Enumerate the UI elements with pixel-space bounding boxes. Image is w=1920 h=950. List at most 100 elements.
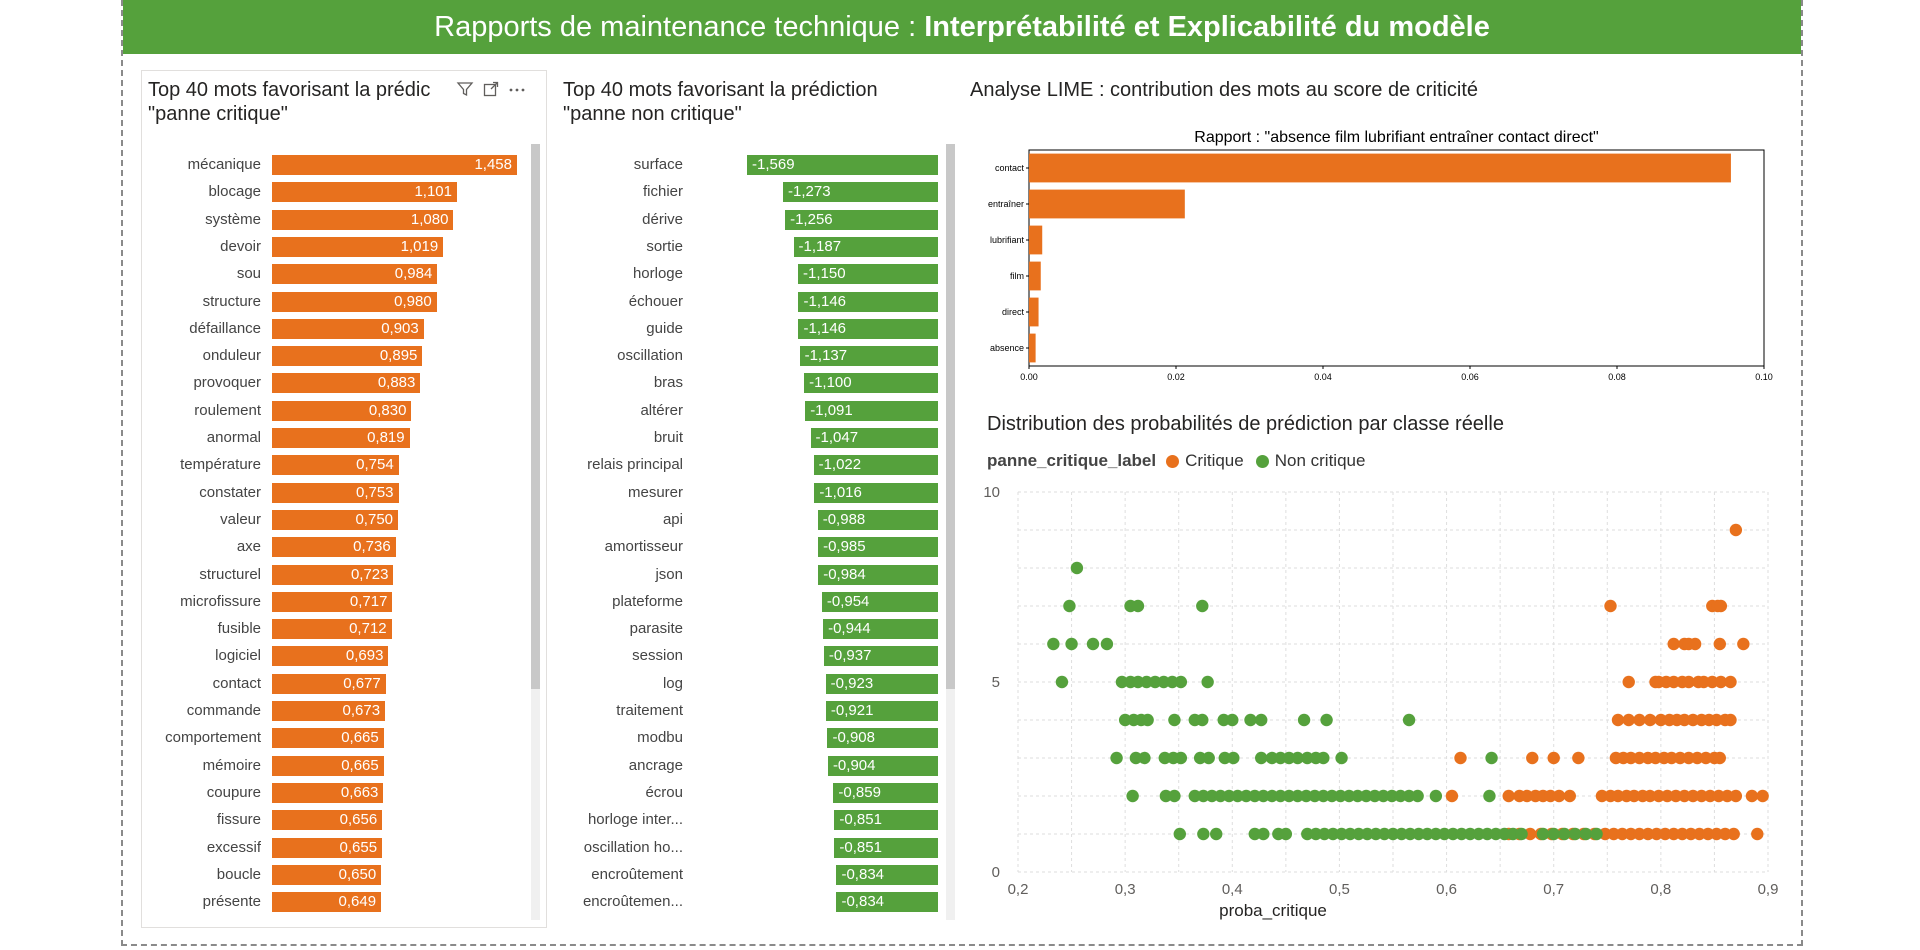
bar-category-label: log	[662, 674, 683, 692]
noncritique-point	[1411, 789, 1424, 803]
legend-noncritique-marker	[1255, 454, 1269, 468]
noncritique-point	[1159, 789, 1173, 803]
critical-words-scroll-thumb[interactable]	[531, 144, 540, 689]
bar-category-label: axe	[236, 538, 261, 556]
more-options-icon[interactable]	[508, 80, 526, 98]
critique-point	[1695, 789, 1708, 803]
critique-point	[1699, 751, 1713, 765]
bar	[814, 482, 938, 503]
bar-category-label: ancrage	[628, 756, 683, 774]
noncritique-point	[1265, 751, 1279, 765]
bar-value-label: 0,650	[338, 865, 377, 883]
focus-mode-icon[interactable]	[482, 80, 500, 98]
noncritical-words-scroll-thumb[interactable]	[946, 144, 955, 689]
bar	[825, 701, 938, 721]
noncritique-point	[1168, 789, 1181, 803]
critique-point	[1678, 789, 1691, 803]
noncritique-point	[1481, 827, 1494, 841]
bar-value-label: 0,717	[349, 592, 388, 610]
bar-category-label: défaillance	[189, 319, 261, 337]
critique-point	[1729, 789, 1743, 803]
lime-bar	[1029, 297, 1039, 327]
critique-point	[1667, 827, 1680, 841]
critique-point	[1701, 827, 1715, 841]
noncritique-point	[1394, 789, 1407, 803]
noncritique-point	[1248, 789, 1261, 803]
noncritique-point	[1483, 789, 1496, 803]
bar-category-label: boucle	[216, 865, 261, 883]
critical-words-visual[interactable]	[141, 70, 547, 928]
lime-plot-area	[1028, 149, 1765, 367]
critique-point	[1684, 827, 1698, 841]
noncritique-point	[1086, 637, 1100, 651]
critique-point	[1673, 751, 1687, 765]
noncritique-point	[1300, 789, 1313, 803]
critique-point	[1643, 789, 1657, 803]
bar	[272, 892, 382, 913]
critique-point	[1520, 789, 1534, 803]
bar	[798, 264, 938, 285]
noncritique-point	[1326, 827, 1340, 841]
bar-value-label: -0,859	[838, 783, 881, 801]
critique-point	[1607, 827, 1620, 841]
noncritique-point	[1455, 827, 1468, 841]
bar	[813, 455, 938, 476]
noncritique-point	[1378, 827, 1391, 841]
x-tick-label: 0,5	[1329, 881, 1350, 898]
critique-point	[1737, 637, 1750, 651]
noncritique-point	[1403, 827, 1417, 841]
filter-icon[interactable]	[456, 80, 474, 98]
critique-point	[1523, 827, 1537, 841]
bar-category-label: traitement	[616, 702, 683, 719]
legend-noncritique-label[interactable]: Non critique	[1274, 451, 1366, 470]
legend-critique-label[interactable]: Critique	[1185, 451, 1244, 470]
bar-category-label: structurel	[199, 565, 261, 583]
critique-point	[1682, 751, 1695, 765]
y-tick-label: 10	[983, 484, 1000, 501]
bar	[821, 591, 938, 612]
bar-value-label: 0,883	[377, 374, 416, 392]
bar-category-label: structure	[202, 292, 261, 310]
bar-category-label: encroûtement	[591, 865, 683, 883]
noncritique-point	[1201, 675, 1214, 689]
noncritique-point	[1226, 713, 1239, 727]
bar-category-label: encroûtemen...	[582, 893, 683, 911]
critique-point	[1691, 751, 1704, 765]
critique-point	[1598, 827, 1612, 841]
x-tick-label: 0,4	[1222, 881, 1243, 898]
bar-value-label: 0,903	[381, 319, 419, 337]
bar	[827, 728, 938, 749]
noncritique-point	[1472, 827, 1485, 841]
noncritique-point	[1386, 827, 1400, 841]
noncritique-point	[1361, 827, 1374, 841]
report-banner: Rapports de maintenance technique : Inte…	[123, 0, 1801, 54]
critique-point	[1745, 789, 1759, 803]
bar	[823, 646, 938, 667]
bar-category-label: contact	[212, 674, 261, 692]
bar-category-label: devoir	[220, 237, 261, 255]
bar	[785, 209, 938, 230]
bar	[836, 864, 938, 885]
critique-point	[1658, 827, 1672, 841]
noncritique-point	[1244, 713, 1257, 727]
bar	[272, 782, 384, 803]
lime-analysis-title: Analyse LIME : contribution des mots au …	[970, 79, 1479, 101]
bar-category-label: roulement	[194, 401, 261, 419]
noncritique-point	[1118, 713, 1132, 727]
noncritique-point	[1205, 789, 1219, 803]
bar	[272, 755, 384, 776]
lime-bar	[1029, 153, 1731, 183]
bar-category-label: mémoire	[202, 756, 261, 774]
bar	[817, 509, 938, 530]
bar	[272, 182, 457, 203]
bar-value-label: 0,712	[349, 620, 387, 638]
critique-point	[1751, 827, 1764, 841]
noncritique-point	[1173, 827, 1186, 841]
bar-category-label: altérer	[640, 401, 683, 419]
bar	[272, 155, 517, 175]
bar-category-label: surface	[633, 156, 683, 173]
bar-value-label: 0,980	[394, 292, 432, 310]
bar	[272, 864, 382, 885]
noncritique-point	[1279, 827, 1293, 841]
bar	[823, 619, 938, 640]
